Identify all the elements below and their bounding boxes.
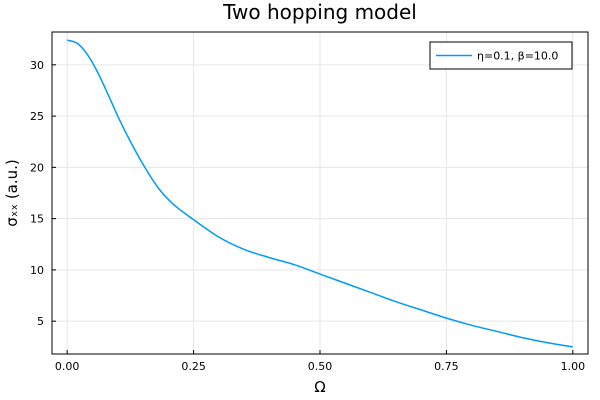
x-axis-label: Ω <box>314 378 325 396</box>
tick-labels: 0.00 0.25 0.50 0.75 1.00 5 10 15 20 25 30 <box>30 59 585 373</box>
x-tick-label: 1.00 <box>561 360 586 373</box>
legend-label: η=0.1, β=10.0 <box>477 50 558 63</box>
y-tick-label: 30 <box>30 59 44 72</box>
chart-title: Two hopping model <box>222 0 417 24</box>
x-tick-label: 0.25 <box>181 360 206 373</box>
series-layer <box>66 39 573 348</box>
y-tick-label: 10 <box>30 264 44 277</box>
grid <box>52 32 588 354</box>
x-tick-label: 0.00 <box>55 360 80 373</box>
y-tick-label: 5 <box>37 315 44 328</box>
y-tick-label: 25 <box>30 110 44 123</box>
y-tick-label: 15 <box>30 213 44 226</box>
x-tick-label: 0.75 <box>434 360 459 373</box>
series-line <box>66 39 573 348</box>
legend: η=0.1, β=10.0 <box>429 41 573 70</box>
y-axis-label: σₓₓ (a.u.) <box>3 159 21 227</box>
x-tick-label: 0.50 <box>308 360 333 373</box>
y-tick-label: 20 <box>30 161 44 174</box>
